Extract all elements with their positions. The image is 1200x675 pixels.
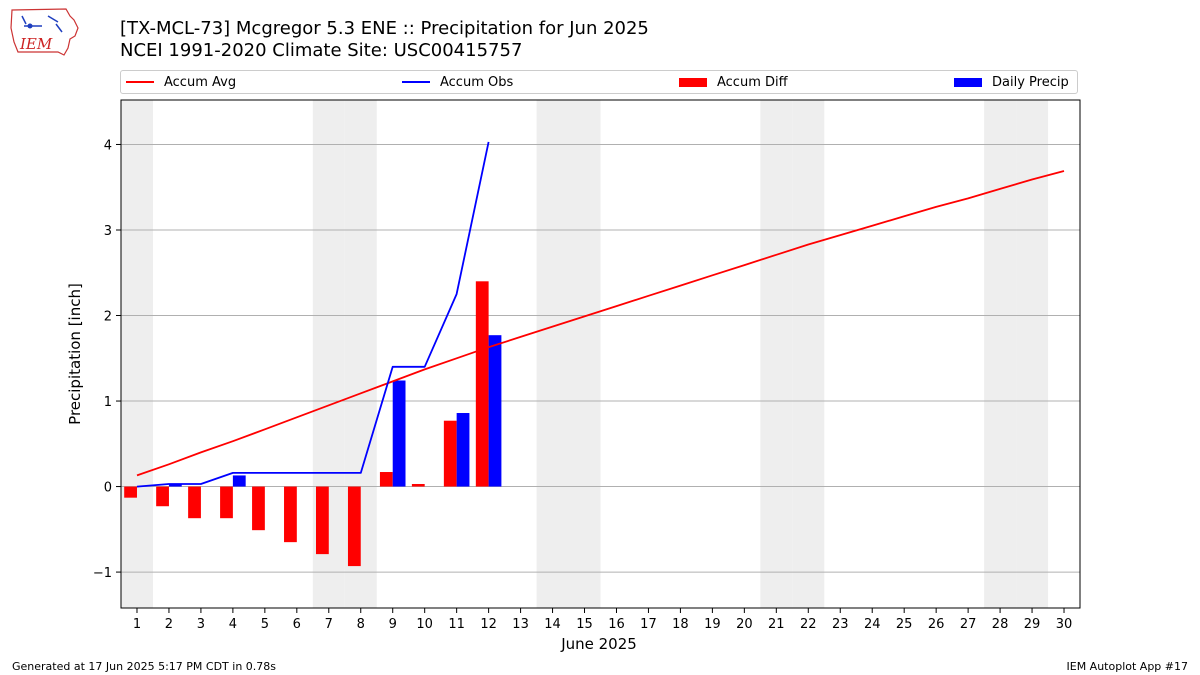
legend-item-accum-obs: Accum Obs xyxy=(402,71,513,93)
accum-diff-bar xyxy=(156,486,169,507)
daily-precip-bar xyxy=(392,380,406,487)
accum-diff-bar xyxy=(220,486,233,519)
chart-title: [TX-MCL-73] Mcgregor 5.3 ENE :: Precipit… xyxy=(120,18,649,39)
x-tick-label: 9 xyxy=(389,617,397,632)
iowa-state-outline xyxy=(10,8,79,56)
x-tick-label: 4 xyxy=(229,617,237,632)
x-tick-label: 19 xyxy=(704,617,721,632)
x-tick-label: 28 xyxy=(992,617,1009,632)
legend-label-daily-precip: Daily Precip xyxy=(992,74,1069,90)
weekend-shade xyxy=(984,100,1017,608)
bars xyxy=(124,281,502,567)
x-tick-label: 11 xyxy=(448,617,465,632)
legend-swatch-daily-precip xyxy=(954,77,982,87)
iem-logo: IEM xyxy=(10,8,79,56)
y-tick-label: 4 xyxy=(104,138,112,153)
x-tick-label: 17 xyxy=(640,617,657,632)
legend-item-daily-precip: Daily Precip xyxy=(954,71,1069,93)
accum-diff-bar xyxy=(475,281,489,487)
x-tick-label: 26 xyxy=(928,617,945,632)
x-axis-ticks: 1 2 3 4 5 6 7 8 9 10 11 12 13 14 15 16 17 18 19 20 21 22 23 24 2… xyxy=(133,608,1072,632)
x-tick-label: 30 xyxy=(1056,617,1073,632)
daily-precip-bar xyxy=(456,413,470,487)
y-tick-label: 3 xyxy=(104,224,112,239)
accum-obs-line xyxy=(136,141,490,488)
y-axis-ticks: −1 0 1 2 3 4 xyxy=(93,138,121,581)
y-gridlines xyxy=(121,143,1080,573)
x-tick-label: 16 xyxy=(608,617,625,632)
x-tick-label: 7 xyxy=(325,617,333,632)
accum-diff-bar xyxy=(379,472,393,487)
x-tick-label: 1 xyxy=(133,617,141,632)
x-tick-label: 2 xyxy=(165,617,173,632)
legend-swatch-accum-diff xyxy=(679,77,707,87)
footer-generated: Generated at 17 Jun 2025 5:17 PM CDT in … xyxy=(12,660,277,673)
series-lines xyxy=(136,141,1065,488)
chart-subtitle: NCEI 1991-2020 Climate Site: USC00415757 xyxy=(120,40,523,61)
plot-frame xyxy=(120,99,1081,609)
legend-item-accum-diff: Accum Diff xyxy=(679,71,788,93)
weekend-shade xyxy=(1016,100,1049,608)
x-tick-label: 6 xyxy=(293,617,301,632)
legend-swatch-accum-avg xyxy=(126,81,154,83)
logo-text: IEM xyxy=(19,35,53,53)
weekend-shade xyxy=(568,100,601,608)
y-tick-label: 2 xyxy=(104,310,112,325)
legend-swatch-accum-obs xyxy=(402,81,430,83)
weekend-shade xyxy=(760,100,793,608)
x-tick-label: 13 xyxy=(512,617,529,632)
daily-precip-bar xyxy=(232,475,246,487)
x-tick-label: 29 xyxy=(1024,617,1041,632)
accum-diff-bar xyxy=(443,420,457,487)
accum-diff-bar xyxy=(315,486,329,555)
weekend-shading xyxy=(121,100,1049,608)
weather-symbol-icon xyxy=(21,15,63,33)
footer-app: IEM Autoplot App #17 xyxy=(1066,660,1189,673)
x-tick-label: 23 xyxy=(832,617,849,632)
daily-precip-bar xyxy=(488,335,502,487)
x-tick-label: 3 xyxy=(197,617,205,632)
x-tick-label: 14 xyxy=(544,617,561,632)
x-tick-label: 25 xyxy=(896,617,913,632)
x-tick-label: 10 xyxy=(416,617,433,632)
accum-diff-bar xyxy=(188,486,201,519)
y-tick-label: 0 xyxy=(104,481,112,496)
x-axis-label: June 2025 xyxy=(560,635,637,653)
x-tick-label: 12 xyxy=(480,617,497,632)
accum-diff-bar xyxy=(411,483,425,487)
accum-diff-bar xyxy=(252,486,265,531)
legend-label-accum-diff: Accum Diff xyxy=(717,74,788,90)
weekend-shade xyxy=(121,100,153,608)
x-tick-label: 8 xyxy=(357,617,365,632)
x-tick-label: 22 xyxy=(800,617,817,632)
legend-label-accum-obs: Accum Obs xyxy=(440,74,514,90)
accum-avg-line xyxy=(136,170,1065,477)
weekend-shade xyxy=(536,100,569,608)
legend-item-accum-avg: Accum Avg xyxy=(126,71,236,93)
x-tick-label: 20 xyxy=(736,617,753,632)
x-tick-label: 27 xyxy=(960,617,977,632)
accum-diff-bar xyxy=(284,486,297,543)
legend-label-accum-avg: Accum Avg xyxy=(164,74,237,90)
chart-legend: Accum Avg Accum Obs Accum Diff Daily Pre… xyxy=(120,70,1078,94)
daily-precip-bar xyxy=(168,483,182,487)
accum-diff-bar xyxy=(124,486,137,498)
x-tick-label: 5 xyxy=(261,617,269,632)
x-tick-label: 15 xyxy=(576,617,593,632)
x-tick-label: 18 xyxy=(672,617,689,632)
y-axis-label: Precipitation [inch] xyxy=(66,283,84,425)
accum-diff-bar xyxy=(347,486,361,567)
x-tick-label: 21 xyxy=(768,617,785,632)
station-dot-icon xyxy=(27,23,33,29)
y-tick-label: 1 xyxy=(104,395,112,410)
x-tick-label: 24 xyxy=(864,617,881,632)
weekend-shade xyxy=(792,100,825,608)
y-tick-label: −1 xyxy=(93,566,112,581)
